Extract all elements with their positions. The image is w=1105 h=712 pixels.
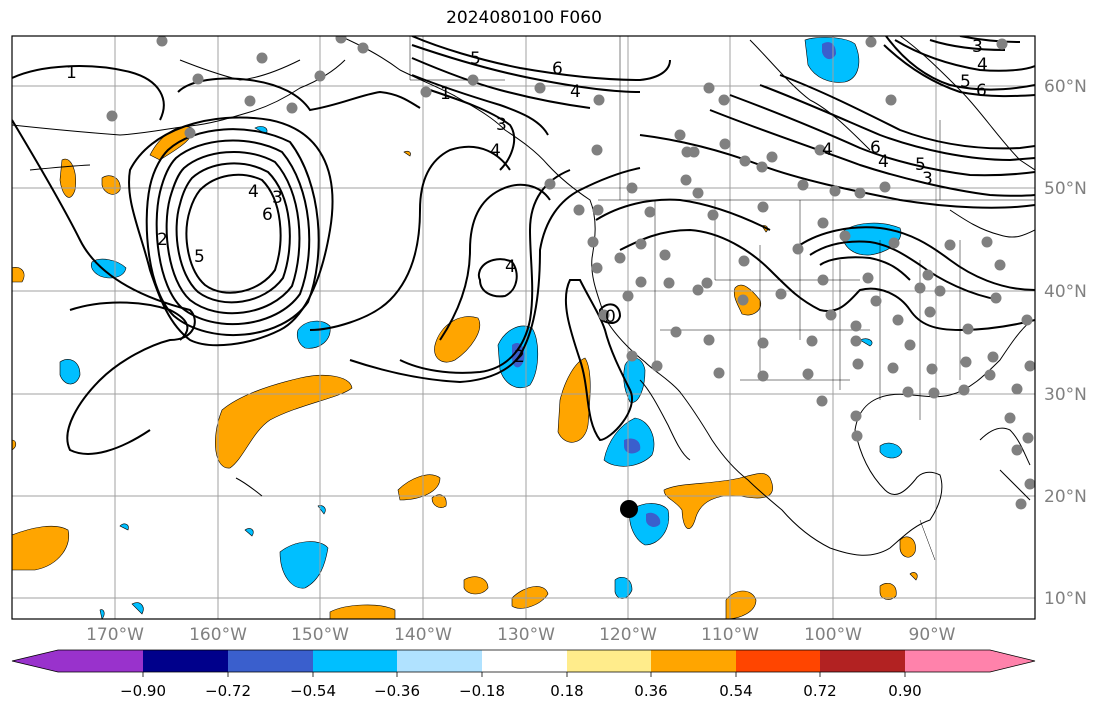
lon-label: 120°W (599, 625, 657, 645)
contour-label: 4 (570, 82, 581, 102)
lon-label: 110°W (701, 625, 759, 645)
colorbar-tick-label: 0.18 (550, 682, 584, 700)
contour-label: 6 (262, 205, 273, 225)
lon-label: 90°W (908, 625, 956, 645)
colorbar (11, 649, 1036, 677)
map-title: 2024080100 F060 (446, 8, 602, 28)
coastlines (12, 36, 1035, 556)
lon-label: 140°W (394, 625, 452, 645)
colorbar-tick-label: −0.18 (459, 682, 505, 700)
contour-label: 4 (248, 182, 259, 202)
contour-label: 4 (490, 141, 501, 161)
contour-labels: 1 5 6 4 1 3 5 4 6 4 2 4 3 6 3 4 2 0 4 6 … (66, 37, 988, 367)
contour-lines (12, 36, 1035, 455)
contour-label: 3 (496, 115, 507, 135)
colorbar-tick-label: 0.36 (634, 682, 668, 700)
lon-label: 170°W (86, 625, 144, 645)
storm-center-marker (620, 500, 638, 518)
lon-label: 100°W (804, 625, 862, 645)
contour-label: 1 (440, 84, 451, 104)
colorbar-tick-label: −0.90 (120, 682, 166, 700)
contour-label: 0 (605, 307, 616, 327)
colorbar-tick-label: 0.54 (719, 682, 753, 700)
contour-label: 6 (552, 59, 563, 79)
lat-label: 20°N (1044, 487, 1087, 507)
lat-label: 30°N (1044, 385, 1087, 405)
contour-label: 4 (878, 152, 889, 172)
lat-label: 40°N (1044, 282, 1087, 302)
contour-label: 5 (960, 72, 971, 92)
station-dots (106, 36, 1035, 510)
contour-label: 4 (822, 140, 833, 160)
colorbar-tick-label: −0.72 (205, 682, 251, 700)
lon-label: 130°W (497, 625, 555, 645)
contour-label: 5 (915, 155, 926, 175)
lat-label: 60°N (1044, 77, 1087, 97)
contour-label: 3 (972, 37, 983, 57)
contour-label: 5 (470, 49, 481, 69)
lat-label: 10°N (1044, 589, 1087, 609)
colorbar-tick-label: −0.36 (374, 682, 420, 700)
contour-label: 6 (870, 138, 881, 158)
contour-label: 3 (272, 188, 283, 208)
contour-label: 1 (66, 63, 77, 83)
contour-label: 5 (194, 247, 205, 267)
contour-label: 2 (157, 230, 168, 250)
colorbar-tick-label: 0.72 (803, 682, 837, 700)
colorbar-tick-label: −0.54 (290, 682, 336, 700)
colorbar-tick-label: 0.90 (888, 682, 922, 700)
map-frame (11, 35, 1036, 620)
contour-label: 4 (977, 55, 988, 75)
lon-label: 150°W (291, 625, 349, 645)
contour-label: 4 (505, 257, 516, 277)
contour-label: 2 (514, 347, 525, 367)
lat-label: 50°N (1044, 179, 1087, 199)
lon-label: 160°W (189, 625, 247, 645)
contour-label: 3 (922, 169, 933, 189)
contour-label: 6 (976, 81, 987, 101)
